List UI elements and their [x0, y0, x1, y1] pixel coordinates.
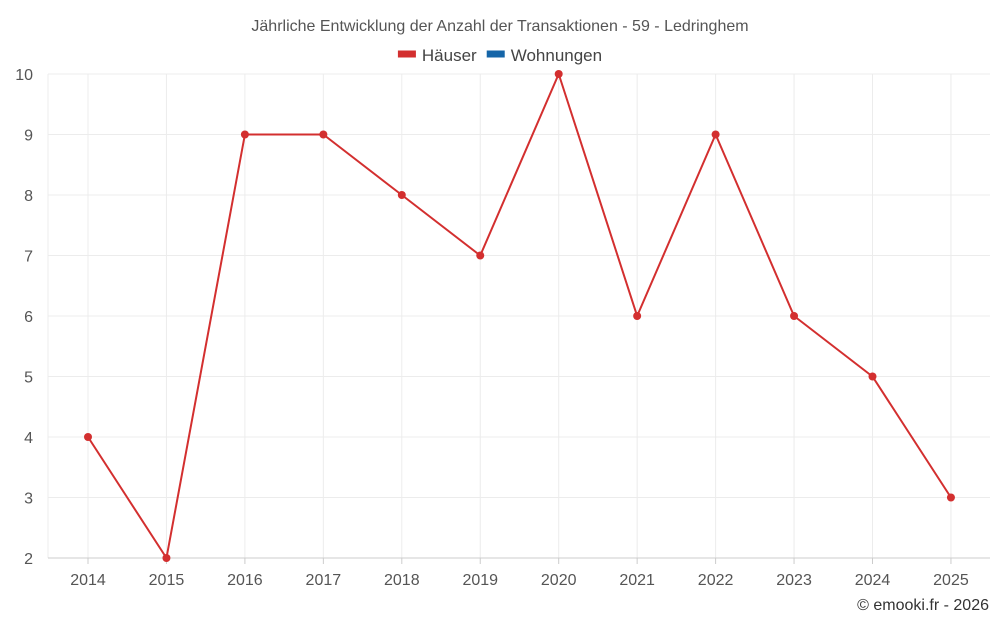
- grid: [48, 73, 990, 558]
- y-axis-ticks: 2 3 4 5 6 7 8 9 10: [15, 67, 33, 568]
- data-point[interactable]: [946, 493, 955, 502]
- y-tick-label: 2: [24, 551, 33, 568]
- legend-item[interactable]: Wohnungen: [486, 46, 602, 65]
- x-tick-label: 2025: [933, 572, 969, 589]
- x-tick-label: 2021: [619, 572, 655, 589]
- legend: Häuser Wohnungen: [397, 46, 602, 65]
- data-point[interactable]: [790, 312, 799, 320]
- series-line: [87, 73, 952, 559]
- y-tick-label: 4: [24, 430, 33, 447]
- x-tick-label: 2017: [306, 572, 342, 589]
- chart-title: Jährliche Entwicklung der Anzahl der Tra…: [251, 18, 748, 35]
- x-tick-label: 2016: [227, 572, 263, 589]
- data-point[interactable]: [397, 191, 406, 199]
- data-point[interactable]: [84, 433, 92, 441]
- data-point[interactable]: [162, 554, 171, 562]
- y-tick-label: 3: [24, 491, 33, 508]
- legend-label: Häuser: [422, 46, 477, 65]
- x-tick-label: 2014: [70, 572, 106, 589]
- series-layer: [84, 70, 955, 562]
- x-tick-label: 2024: [855, 572, 891, 589]
- data-point[interactable]: [868, 372, 877, 381]
- y-tick-label: 5: [24, 370, 33, 387]
- x-tick-label: 2018: [384, 572, 420, 589]
- legend-swatch: [397, 50, 416, 58]
- legend-item[interactable]: Häuser: [397, 46, 477, 65]
- legend-swatch: [486, 50, 505, 58]
- credit-text: © emooki.fr - 2026: [857, 597, 989, 614]
- y-tick-label: 9: [24, 128, 33, 145]
- data-point[interactable]: [711, 130, 720, 139]
- axes: [47, 74, 990, 564]
- y-tick-label: 6: [24, 309, 33, 326]
- y-tick-label: 7: [24, 249, 33, 266]
- data-point[interactable]: [633, 312, 642, 320]
- y-tick-label: 8: [24, 188, 33, 205]
- data-point[interactable]: [476, 251, 485, 260]
- legend-label: Wohnungen: [511, 46, 602, 65]
- data-point[interactable]: [319, 130, 328, 139]
- data-point[interactable]: [554, 70, 563, 78]
- x-tick-label: 2022: [698, 572, 734, 589]
- y-tick-label: 10: [15, 67, 33, 84]
- x-tick-label: 2019: [462, 572, 498, 589]
- x-tick-label: 2023: [776, 572, 812, 589]
- x-tick-label: 2015: [149, 572, 185, 589]
- data-point[interactable]: [240, 130, 249, 139]
- x-axis-ticks: 2014 2015 2016 2017 2018 2019 2020 2021 2022 2023…: [70, 572, 969, 589]
- x-tick-label: 2020: [541, 572, 577, 589]
